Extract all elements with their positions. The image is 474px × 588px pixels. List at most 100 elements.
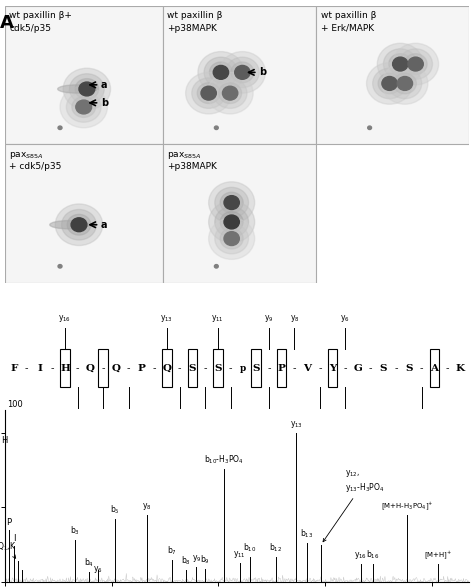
Ellipse shape [219,52,265,93]
Text: -: - [394,364,398,373]
Text: b$_{10}$: b$_{10}$ [262,412,275,425]
Ellipse shape [79,82,95,96]
Bar [316,6,469,145]
Ellipse shape [67,215,91,235]
Ellipse shape [224,232,239,246]
Text: S: S [252,364,260,373]
Text: P: P [6,518,11,527]
Text: K: K [456,364,465,373]
Text: b$_{16}$: b$_{16}$ [366,549,379,561]
Text: b$_{8}$: b$_{8}$ [200,412,210,425]
Text: -: - [318,364,321,373]
Ellipse shape [220,192,243,213]
Ellipse shape [397,76,412,91]
Text: -: - [101,364,105,373]
Text: y$_{16}$: y$_{16}$ [58,313,72,324]
Bar [162,349,172,387]
Text: b$_{4}$: b$_{4}$ [98,412,108,425]
Ellipse shape [388,68,422,99]
Text: P: P [278,364,285,373]
Ellipse shape [215,188,248,218]
Text: -: - [25,364,28,373]
Ellipse shape [215,207,248,237]
Text: b$_{3}$: b$_{3}$ [70,525,80,537]
Ellipse shape [235,65,250,79]
Text: -: - [369,364,373,373]
Ellipse shape [392,57,408,71]
Text: pax$_{S85A}$: pax$_{S85A}$ [167,150,202,161]
Ellipse shape [58,85,97,93]
Ellipse shape [209,182,255,223]
Text: I: I [37,364,42,373]
Text: y$_{9}$: y$_{9}$ [264,313,273,324]
Text: -: - [178,364,182,373]
Text: wt paxillin β: wt paxillin β [320,11,376,21]
Text: y$_{11}$: y$_{11}$ [233,549,246,560]
Ellipse shape [201,86,216,100]
Text: b$_{12}$: b$_{12}$ [269,541,283,554]
Bar [277,349,286,387]
Text: cdk5/p35: cdk5/p35 [9,24,51,33]
Ellipse shape [62,209,96,240]
Text: a: a [101,80,108,90]
Ellipse shape [207,72,253,114]
Text: H: H [60,364,70,373]
Text: -: - [51,364,54,373]
Ellipse shape [213,65,228,79]
Ellipse shape [55,204,103,246]
Bar [328,349,337,387]
Ellipse shape [220,228,243,249]
Text: a: a [101,220,108,230]
Ellipse shape [50,220,89,229]
Text: S: S [214,364,222,373]
Text: y$_{8}$: y$_{8}$ [290,313,299,324]
Ellipse shape [382,63,428,104]
Text: 100: 100 [7,400,23,409]
Text: wt paxillin β: wt paxillin β [167,11,223,21]
Text: b: b [259,68,266,78]
Text: y$_{12}$,
y$_{13}$-H$_{3}$PO$_{4}$: y$_{12}$, y$_{13}$-H$_{3}$PO$_{4}$ [323,467,385,542]
Text: Q: Q [163,364,172,373]
Ellipse shape [393,73,416,94]
Ellipse shape [373,68,406,99]
Text: P: P [137,364,146,373]
Text: A: A [430,364,438,373]
Text: S: S [189,364,196,373]
Ellipse shape [209,201,255,243]
Text: b$_{3}$: b$_{3}$ [73,412,82,425]
Bar [163,6,316,145]
Ellipse shape [70,74,104,104]
Text: A: A [0,14,14,32]
Ellipse shape [226,57,259,88]
Bar [251,349,261,387]
Text: y$_{6}$: y$_{6}$ [340,313,350,324]
Text: [M+H]$^{+}$: [M+H]$^{+}$ [424,549,453,561]
Text: V: V [303,364,311,373]
Bar [99,349,108,387]
Ellipse shape [210,62,232,83]
Bar [5,145,163,283]
Text: y$_{16}$: y$_{16}$ [355,550,367,561]
Bar [163,145,316,283]
Text: Y: Y [329,364,336,373]
Text: -: - [76,364,80,373]
Ellipse shape [378,73,401,94]
Text: b$_{9}$: b$_{9}$ [200,553,210,566]
Text: H: H [1,436,8,445]
Text: y$_{9}$: y$_{9}$ [191,553,201,564]
Ellipse shape [408,57,423,71]
Bar [430,349,439,387]
Text: -: - [344,364,347,373]
Ellipse shape [197,83,220,103]
Bar [213,349,223,387]
Text: b$_{5}$: b$_{5}$ [110,504,120,516]
Ellipse shape [66,92,101,122]
Ellipse shape [209,218,255,259]
Ellipse shape [392,44,438,85]
Ellipse shape [231,62,254,83]
Text: S: S [380,364,387,373]
Ellipse shape [204,57,238,88]
Ellipse shape [383,49,417,79]
Ellipse shape [219,83,242,103]
Ellipse shape [213,78,247,108]
